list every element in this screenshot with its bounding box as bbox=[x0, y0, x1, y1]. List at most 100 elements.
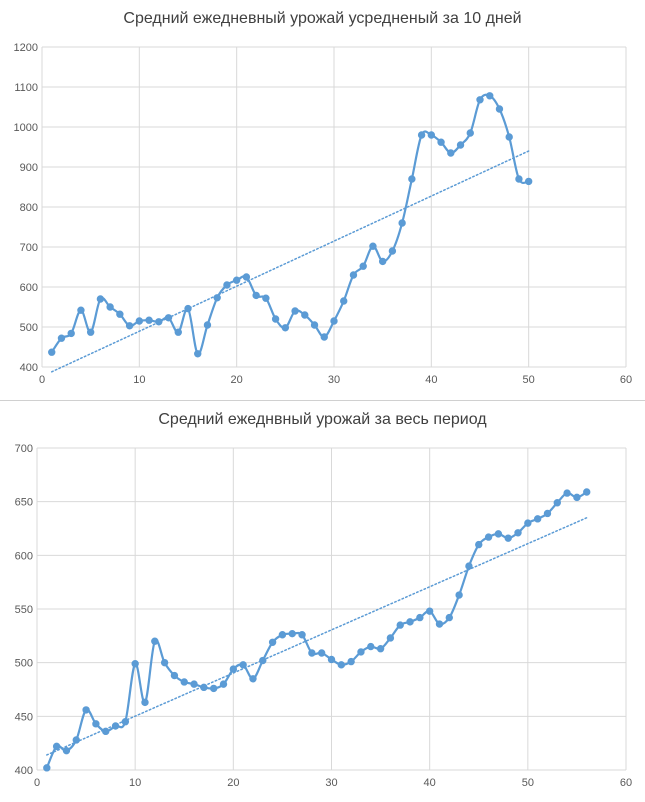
x-tick-label: 50 bbox=[522, 777, 534, 789]
chart-panel-top: Средний ежедневный урожай усредненый за … bbox=[0, 0, 645, 400]
y-axis: 400 450 500 550 600 650 700 bbox=[15, 443, 33, 777]
data-point bbox=[116, 310, 124, 318]
data-point bbox=[505, 133, 513, 141]
x-tick-label: 20 bbox=[231, 374, 243, 386]
series-line bbox=[45, 491, 588, 769]
data-point bbox=[151, 637, 159, 645]
y-tick-label: 600 bbox=[20, 282, 38, 294]
data-point bbox=[174, 328, 182, 336]
data-point bbox=[435, 620, 444, 628]
x-axis: 0 10 20 30 40 50 60 bbox=[39, 374, 632, 386]
data-point bbox=[232, 276, 241, 284]
data-point bbox=[388, 247, 397, 255]
data-point bbox=[330, 317, 338, 325]
data-point bbox=[417, 131, 426, 139]
y-tick-label: 700 bbox=[15, 443, 33, 455]
data-point bbox=[386, 634, 395, 642]
data-point bbox=[288, 629, 296, 638]
data-point bbox=[281, 324, 290, 332]
data-point bbox=[180, 678, 188, 686]
x-tick-label: 60 bbox=[620, 777, 632, 789]
data-point bbox=[359, 262, 367, 270]
data-point bbox=[271, 315, 280, 323]
data-point bbox=[239, 661, 247, 669]
data-point bbox=[524, 177, 533, 186]
data-point bbox=[125, 322, 134, 330]
data-point bbox=[543, 509, 552, 518]
x-tick-label: 0 bbox=[39, 374, 45, 386]
data-point bbox=[357, 648, 365, 656]
data-point bbox=[57, 334, 66, 342]
data-point bbox=[262, 294, 270, 302]
data-point bbox=[160, 658, 169, 667]
y-tick-label: 600 bbox=[15, 550, 33, 562]
y-tick-label: 1000 bbox=[14, 122, 38, 134]
gridlines bbox=[36, 447, 627, 771]
trendline bbox=[46, 517, 588, 756]
data-point bbox=[504, 534, 512, 542]
data-point bbox=[48, 348, 56, 356]
y-tick-label: 1200 bbox=[14, 42, 38, 54]
data-point bbox=[367, 642, 375, 651]
data-point bbox=[252, 291, 260, 300]
x-tick-label: 20 bbox=[227, 777, 239, 789]
data-point bbox=[455, 591, 463, 599]
y-tick-label: 650 bbox=[15, 497, 33, 509]
data-point bbox=[396, 621, 404, 629]
data-point bbox=[301, 311, 309, 319]
data-point bbox=[573, 493, 581, 502]
data-point bbox=[583, 488, 591, 496]
data-point bbox=[476, 96, 484, 104]
gridlines bbox=[41, 46, 627, 368]
data-point bbox=[242, 273, 251, 281]
x-tick-label: 10 bbox=[133, 374, 145, 386]
data-point bbox=[92, 720, 100, 728]
x-tick-label: 0 bbox=[34, 777, 40, 789]
x-tick-label: 10 bbox=[129, 777, 141, 789]
data-point bbox=[445, 613, 453, 622]
y-tick-label: 500 bbox=[15, 658, 33, 670]
data-point bbox=[466, 129, 474, 137]
data-point bbox=[514, 529, 522, 537]
data-point bbox=[515, 175, 523, 183]
data-point bbox=[82, 706, 90, 714]
data-point bbox=[190, 680, 198, 688]
y-tick-label: 900 bbox=[20, 162, 38, 174]
data-point bbox=[96, 295, 105, 303]
y-tick-label: 800 bbox=[20, 202, 38, 214]
data-point bbox=[317, 649, 326, 657]
y-tick-label: 400 bbox=[20, 362, 38, 374]
data-point bbox=[524, 519, 532, 527]
y-tick-label: 450 bbox=[15, 711, 33, 723]
y-axis: 400 500 600 700 800 900 1000 1100 1200 bbox=[14, 42, 38, 374]
data-point bbox=[141, 698, 149, 707]
data-point bbox=[43, 764, 51, 772]
x-tick-label: 50 bbox=[523, 374, 535, 386]
data-point bbox=[553, 499, 561, 507]
data-point bbox=[494, 530, 503, 538]
x-tick-label: 40 bbox=[424, 777, 436, 789]
data-point bbox=[219, 680, 228, 688]
data-point bbox=[62, 746, 71, 755]
data-point bbox=[170, 671, 179, 680]
data-point bbox=[229, 665, 238, 673]
chart-panel-bottom: Средний ежеднвный урожай за весь период … bbox=[0, 400, 645, 802]
data-point bbox=[408, 175, 416, 183]
data-point bbox=[475, 540, 483, 549]
data-point bbox=[67, 329, 75, 338]
data-point bbox=[369, 242, 377, 250]
data-point bbox=[210, 684, 218, 693]
y-tick-label: 550 bbox=[15, 604, 33, 616]
data-point bbox=[347, 657, 355, 666]
data-point bbox=[106, 303, 114, 311]
data-point bbox=[563, 489, 571, 497]
data-point bbox=[145, 316, 153, 324]
x-tick-label: 40 bbox=[425, 374, 437, 386]
data-point bbox=[203, 321, 212, 329]
chart-canvas-bottom: 400 450 500 550 600 650 700 0 10 20 30 40 50 60 bbox=[15, 443, 632, 789]
data-point bbox=[131, 660, 139, 668]
data-point bbox=[406, 618, 414, 626]
data-point bbox=[298, 631, 306, 639]
data-point bbox=[349, 271, 358, 279]
data-point bbox=[135, 317, 144, 325]
